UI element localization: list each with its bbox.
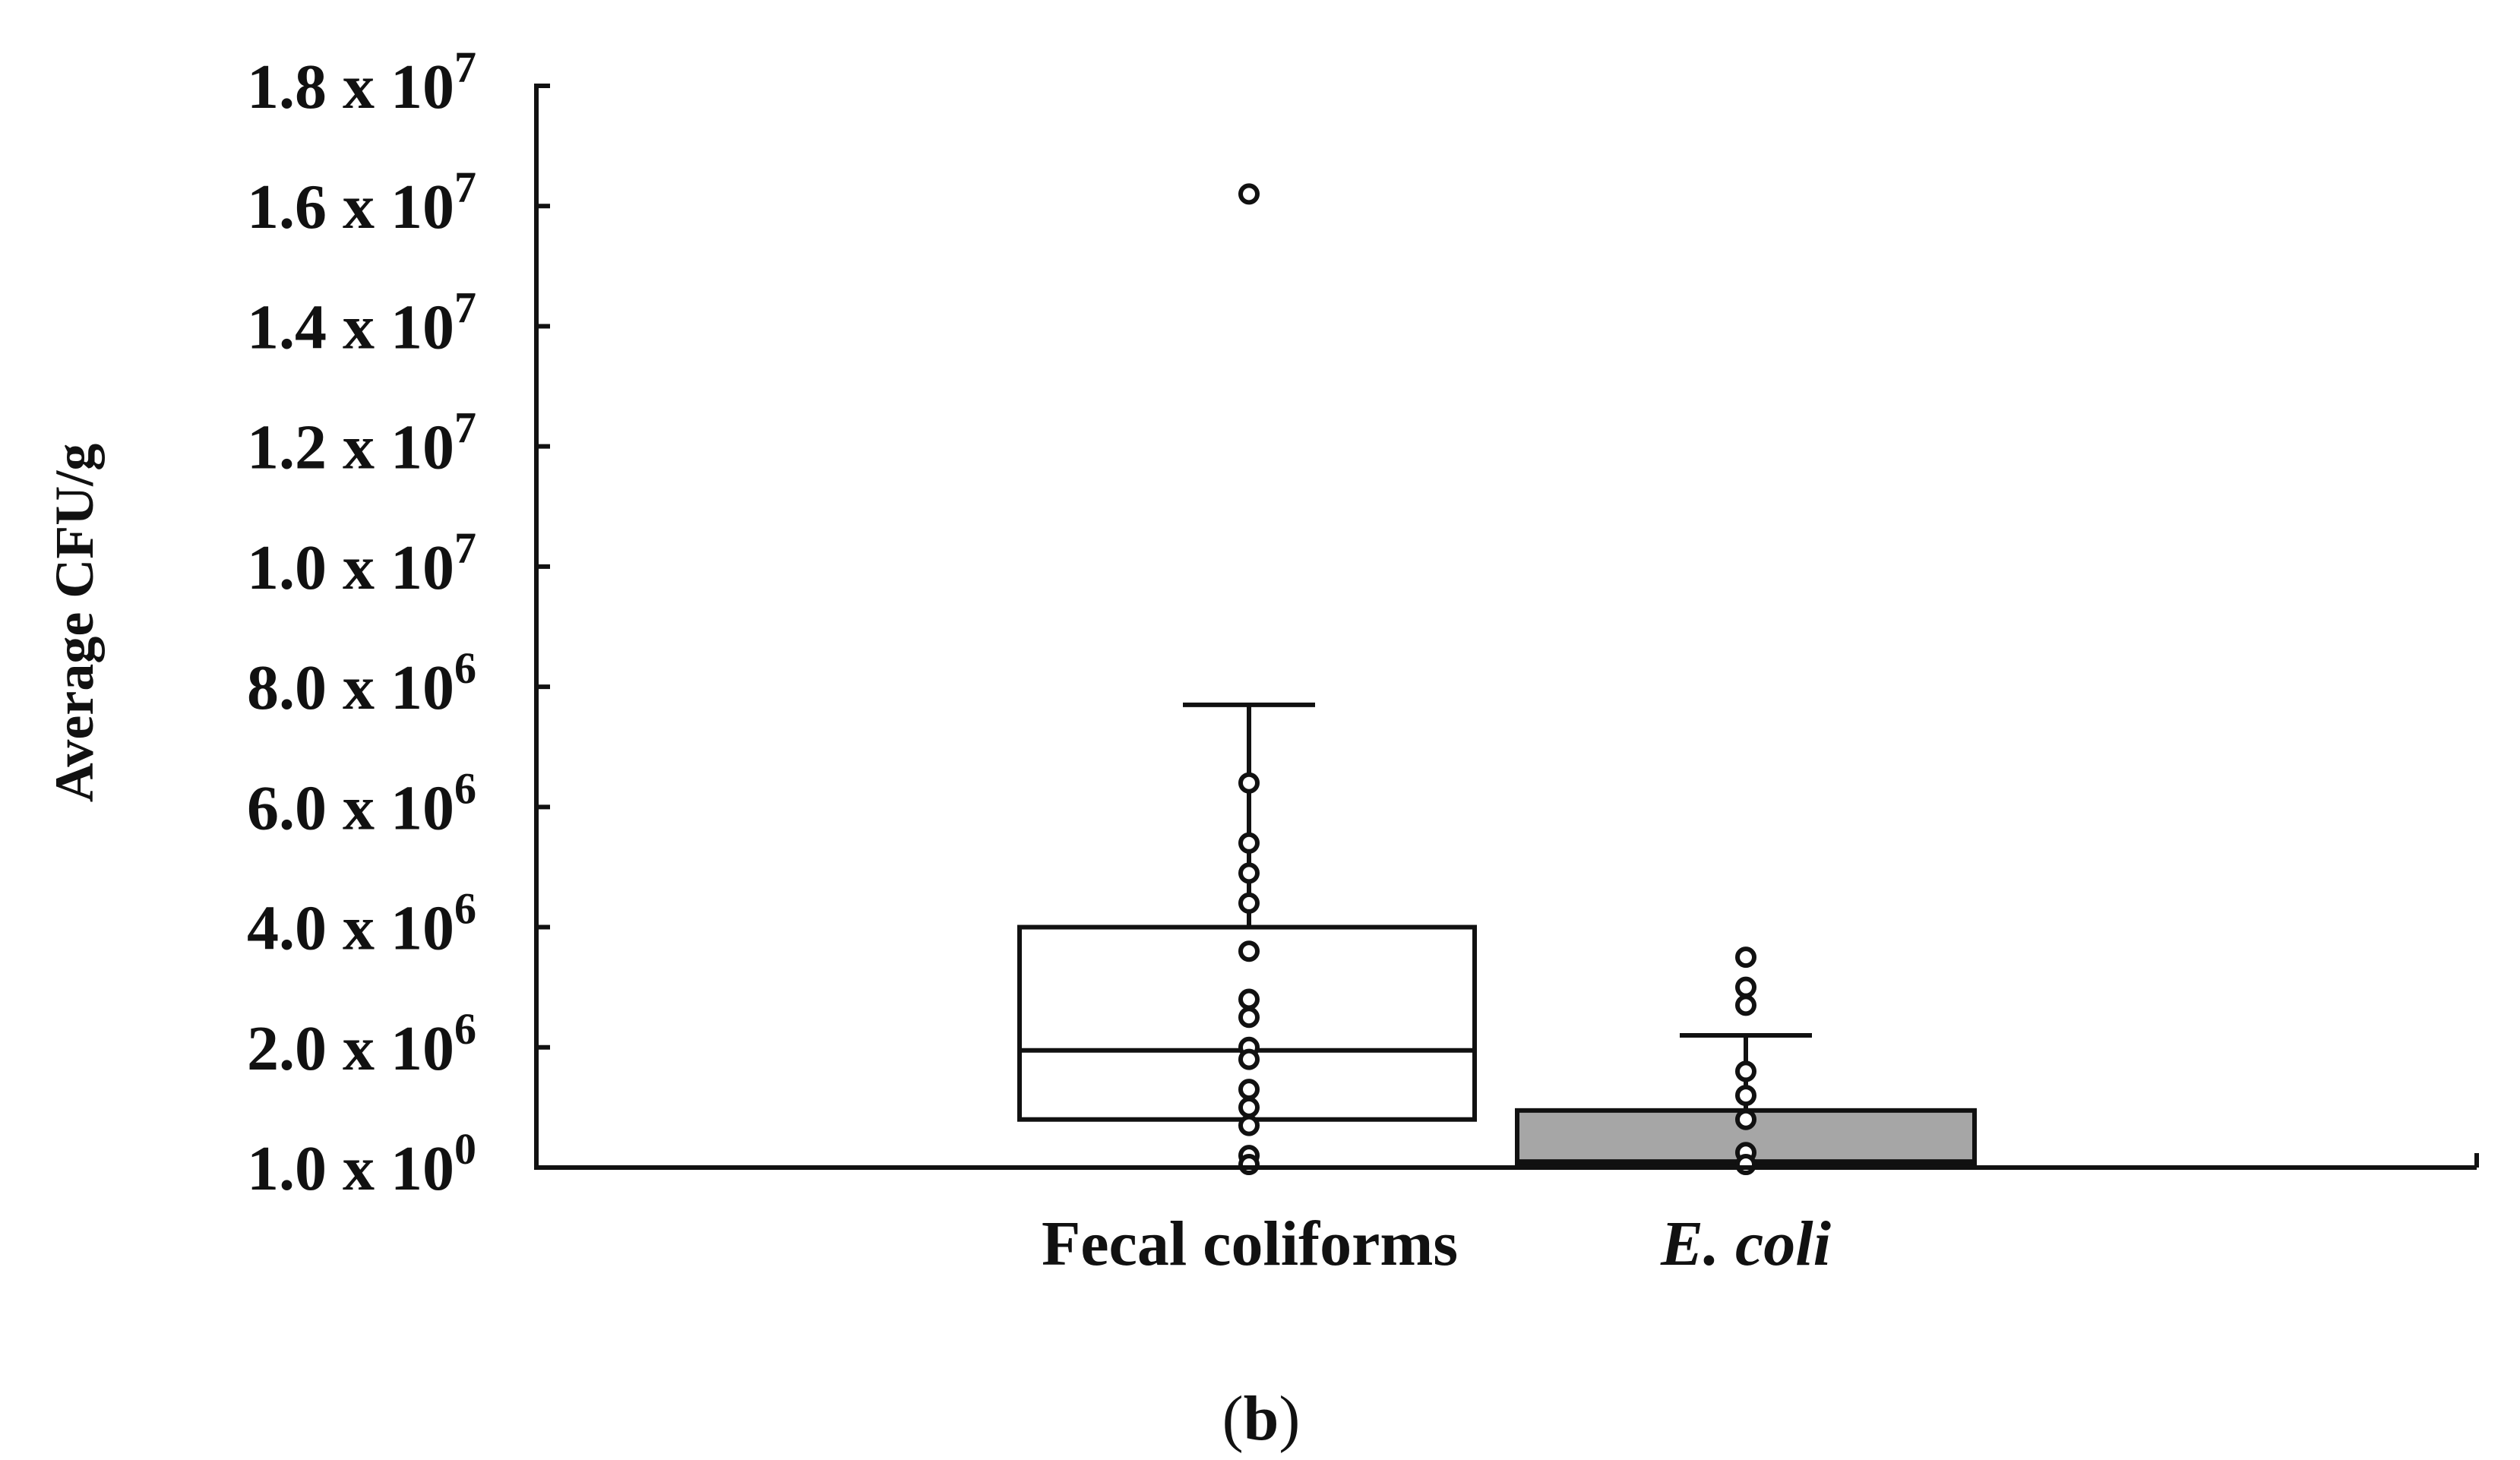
y-tick-exponent: 7 (454, 163, 476, 212)
panel-label-close: ) (1279, 1383, 1300, 1454)
y-tick-label: 6.0 x 106 (247, 763, 476, 843)
y-axis-title: Average CFU/g (44, 444, 105, 803)
panel-label-open: ( (1222, 1383, 1244, 1454)
panel-label: (b) (1222, 1383, 1301, 1454)
data-point (1238, 892, 1260, 914)
y-tick-mantissa: 1.0 x 10 (247, 1133, 454, 1204)
y-tick-exponent: 7 (454, 523, 476, 573)
y-tick-label: 2.0 x 106 (247, 1004, 476, 1084)
y-tick-mantissa: 1.4 x 10 (247, 292, 454, 362)
y-tick-label: 1.0 x 107 (247, 523, 476, 603)
data-point (1238, 1096, 1260, 1118)
category-label-fecal-coliforms: Fecal coliforms (1042, 1209, 1458, 1279)
y-tick-mantissa: 1.8 x 10 (247, 52, 454, 122)
data-point (1735, 946, 1756, 969)
data-point (1735, 994, 1756, 1016)
y-tick-label: 8.0 x 106 (247, 643, 476, 723)
data-point (1735, 1108, 1756, 1130)
panel-label-letter: b (1244, 1383, 1279, 1454)
y-tick-exponent: 7 (454, 283, 476, 332)
data-point (1238, 862, 1260, 884)
data-point (1735, 1060, 1756, 1082)
y-tick-mantissa: 1.0 x 10 (247, 532, 454, 603)
data-point (1238, 940, 1260, 962)
y-tick-label: 4.0 x 106 (247, 884, 476, 964)
y-tick-exponent: 7 (454, 43, 476, 92)
data-point (1238, 1114, 1260, 1136)
data-point (1735, 1154, 1756, 1176)
y-tick-exponent: 6 (454, 1004, 476, 1054)
data-point (1238, 772, 1260, 794)
data-point (1735, 1085, 1756, 1107)
y-tick-mantissa: 6.0 x 10 (247, 773, 454, 843)
y-tick-exponent: 0 (454, 1124, 476, 1174)
y-tick-exponent: 6 (454, 763, 476, 813)
category-label-e-coli: E. coli (1660, 1209, 1831, 1279)
data-point (1238, 832, 1260, 854)
box-group (1017, 183, 1477, 1176)
y-tick-label: 1.0 x 100 (247, 1124, 476, 1204)
y-tick-mantissa: 4.0 x 10 (247, 893, 454, 964)
y-tick-exponent: 6 (454, 643, 476, 693)
y-tick-mantissa: 1.6 x 10 (247, 172, 454, 242)
data-point (1238, 183, 1260, 205)
axes (534, 84, 2479, 1170)
y-tick-mantissa: 8.0 x 10 (247, 653, 454, 723)
data-point (1735, 976, 1756, 998)
data-point (1238, 1048, 1260, 1070)
data-point (1238, 1007, 1260, 1029)
y-tick-label: 1.2 x 107 (247, 403, 476, 483)
y-tick-label: 1.6 x 107 (247, 163, 476, 242)
y-tick-mantissa: 2.0 x 10 (247, 1013, 454, 1084)
box-group (1515, 946, 1977, 1176)
data-point (1238, 988, 1260, 1010)
y-tick-mantissa: 1.2 x 10 (247, 412, 454, 483)
y-tick-label: 1.8 x 107 (247, 43, 476, 122)
data-point (1238, 1154, 1260, 1176)
y-tick-label: 1.4 x 107 (247, 283, 476, 362)
box-series (1017, 183, 1977, 1176)
data-point (1238, 1079, 1260, 1101)
y-tick-exponent: 6 (454, 884, 476, 934)
y-tick-exponent: 7 (454, 403, 476, 453)
